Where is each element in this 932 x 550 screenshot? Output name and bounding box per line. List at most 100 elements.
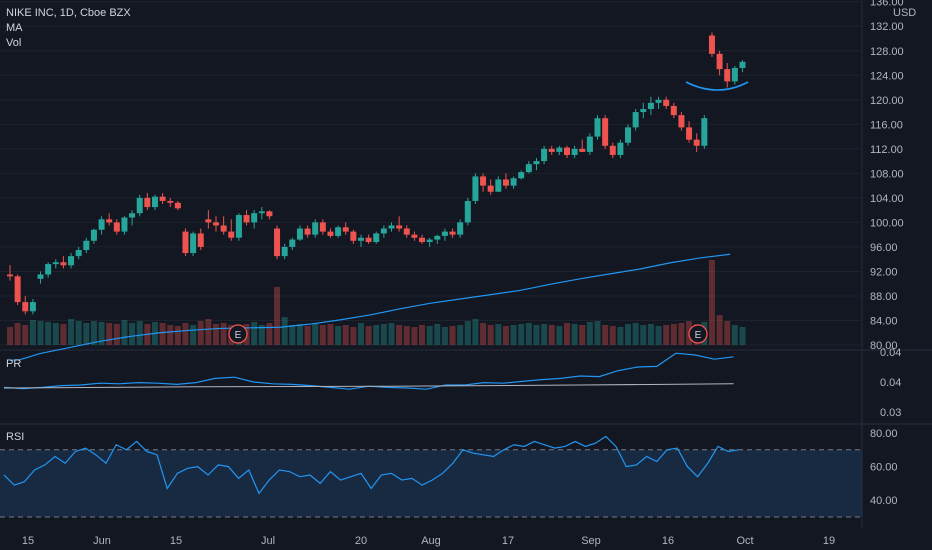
volume-bar xyxy=(213,324,220,345)
candle-body xyxy=(487,185,494,192)
volume-bar xyxy=(98,322,105,345)
price-tick-label: 116.00 xyxy=(870,119,903,131)
price-tick-label: 100.00 xyxy=(870,217,904,229)
candle-body xyxy=(289,239,296,247)
volume-bar xyxy=(403,326,410,345)
candle-body xyxy=(457,222,464,235)
candle-body xyxy=(121,217,128,232)
candle-body xyxy=(701,118,708,146)
candle-body xyxy=(113,222,120,232)
volume-bar xyxy=(655,326,662,345)
candle-body xyxy=(52,262,59,265)
candle-body xyxy=(426,239,433,243)
candle-body xyxy=(136,197,143,214)
volume-bar xyxy=(678,323,685,345)
candle-body xyxy=(708,35,715,54)
volume-bar xyxy=(52,323,59,345)
volume-bar xyxy=(121,320,128,345)
x-tick-label: Jul xyxy=(261,535,275,547)
candle-body xyxy=(14,276,21,303)
candle-body xyxy=(90,229,97,241)
candle-body xyxy=(541,148,548,162)
candle-body xyxy=(106,219,113,223)
candle-body xyxy=(220,225,227,232)
x-tick-label: Sep xyxy=(581,535,601,547)
volume-bar xyxy=(495,324,502,345)
volume-bar xyxy=(426,326,433,345)
candle-body xyxy=(296,228,303,240)
volume-bar xyxy=(22,325,29,345)
price-tick-label: 128.00 xyxy=(870,46,904,58)
x-tick-label: Jun xyxy=(93,535,111,547)
volume-bar xyxy=(304,326,311,345)
price-tick-label: 124.00 xyxy=(870,70,904,82)
volume-bar xyxy=(457,325,464,345)
volume-bar xyxy=(571,324,578,345)
volume-layer xyxy=(7,260,746,345)
price-tick-label: 92.00 xyxy=(870,266,898,278)
volume-bar xyxy=(480,323,487,345)
candle-body xyxy=(617,142,624,155)
price-tick-label: 84.00 xyxy=(870,315,898,327)
volume-bar xyxy=(625,324,632,345)
volume-bar xyxy=(663,325,670,345)
price-tick-label: 80.00 xyxy=(870,340,898,352)
candle-body xyxy=(625,127,632,143)
candle-body xyxy=(586,136,593,152)
volume-bar xyxy=(502,326,509,345)
candle-body xyxy=(388,225,395,229)
volume-bar xyxy=(281,317,288,345)
candle-body xyxy=(563,147,570,155)
volume-bar xyxy=(541,324,548,345)
volume-bar xyxy=(83,323,90,345)
candle-body xyxy=(533,161,540,165)
candle-body xyxy=(190,233,197,254)
volume-bar xyxy=(411,327,418,345)
candle-body xyxy=(419,237,426,243)
candle-body xyxy=(197,233,204,247)
candle-body xyxy=(98,219,105,230)
candle-body xyxy=(739,61,746,68)
volume-bar xyxy=(29,320,36,345)
annotation-arc xyxy=(685,81,749,91)
volume-bar xyxy=(220,323,227,345)
volume-bar xyxy=(350,327,357,345)
candle-body xyxy=(174,202,181,209)
candle-body xyxy=(495,179,502,192)
grid-layer xyxy=(0,0,932,528)
rsi-tick-label: 60.00 xyxy=(870,462,898,474)
volume-bar xyxy=(640,325,647,345)
candle-body xyxy=(243,215,250,223)
volume-bar xyxy=(602,325,609,345)
candle-body xyxy=(335,227,342,236)
candle-body xyxy=(396,225,403,229)
volume-bar xyxy=(525,323,532,345)
x-tick-label: 16 xyxy=(662,535,674,547)
candle-body xyxy=(129,213,136,218)
volume-bar xyxy=(380,324,387,345)
earnings-marker xyxy=(688,324,708,344)
volume-bar xyxy=(632,323,639,345)
earnings-marker-label: E xyxy=(235,330,242,341)
volume-bar xyxy=(472,319,479,345)
volume-bar xyxy=(556,326,563,345)
candle-body xyxy=(75,249,82,257)
candle-body xyxy=(434,235,441,240)
volume-bar xyxy=(205,319,212,345)
x-tick-label: 17 xyxy=(502,535,514,547)
candle-body xyxy=(312,222,319,235)
candle-body xyxy=(632,112,639,128)
candle-body xyxy=(571,148,578,155)
volume-bar xyxy=(594,321,601,345)
candle-layer xyxy=(7,32,746,315)
rsi-pane-label: RSI xyxy=(6,431,24,443)
x-tick-label: Oct xyxy=(736,535,753,547)
candle-body xyxy=(205,219,212,223)
volume-bar xyxy=(434,324,441,345)
candle-body xyxy=(449,231,456,235)
x-tick-label: 15 xyxy=(22,535,34,547)
rsi-layer xyxy=(0,435,862,518)
candle-body xyxy=(464,200,471,223)
volume-bar xyxy=(75,321,82,345)
x-tick-label: 20 xyxy=(355,535,367,547)
